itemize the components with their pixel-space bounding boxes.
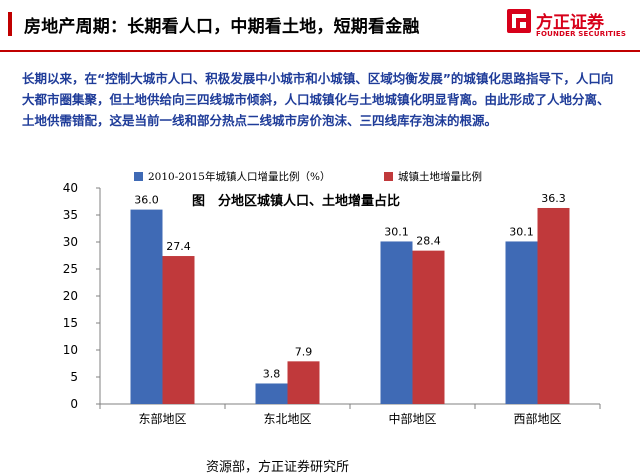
- bar-value-label: 36.3: [541, 192, 566, 205]
- bar-population: [380, 241, 413, 404]
- bar-value-label: 30.1: [384, 225, 409, 238]
- legend-swatch-population: [134, 171, 143, 181]
- bar-value-label: 7.9: [295, 345, 313, 358]
- x-category-label: 西部地区: [513, 411, 561, 426]
- y-tick-label: 30: [63, 235, 78, 249]
- bar-population: [130, 209, 163, 404]
- bar-value-label: 27.4: [166, 240, 191, 253]
- y-tick-label: 10: [63, 343, 78, 357]
- intro-paragraph: 长期以来，在“控制大城市人口、积极发展中小城市和小城镇、区域均衡发展”的城镇化思…: [22, 71, 614, 128]
- y-tick-label: 0: [70, 397, 78, 411]
- founder-securities-logo: 方正证券 FOUNDER SECURITIES: [506, 6, 636, 46]
- legend-label-population: 2010-2015年城镇人口增量比例（%）: [148, 170, 331, 183]
- bar-land: [537, 207, 570, 404]
- y-tick-label: 5: [70, 370, 78, 384]
- x-category-label: 东部地区: [138, 411, 186, 426]
- y-tick-label: 40: [63, 181, 78, 195]
- chart-title: 图 分地区城镇人口、土地增量占比: [192, 194, 401, 209]
- page-title: 房地产周期：长期看人口，中期看土地，短期看金融: [24, 17, 420, 37]
- legend-item-land: 城镇土地增量比例: [384, 168, 482, 184]
- bar-chart: 0 5 10 15 20 25 30 35 40 东部地区 36.0 27.4 东北地区 3.8 7.9 中部…: [0, 160, 640, 476]
- y-tick-label: 35: [63, 208, 78, 222]
- bar-land: [412, 250, 445, 404]
- header-divider: [0, 50, 640, 52]
- header-accent: [8, 12, 12, 36]
- logo-name: 方正证券: [536, 13, 604, 33]
- source-note: 资源部，方正证券研究所: [206, 460, 350, 475]
- bar-value-label: 3.8: [263, 367, 281, 380]
- x-category-label: 东北地区: [263, 412, 311, 426]
- legend-item-population: 2010-2015年城镇人口增量比例（%）: [134, 168, 330, 184]
- y-tick-label: 25: [63, 262, 78, 276]
- legend-label-land: 城镇土地增量比例: [398, 170, 482, 183]
- bar-land: [162, 256, 195, 404]
- bar-value-label: 30.1: [509, 225, 534, 238]
- chart-canvas: 0 5 10 15 20 25 30 35 40 东部地区 36.0 27.4 东北地区 3.8 7.9 中部…: [63, 181, 601, 426]
- y-tick-label: 15: [63, 316, 78, 330]
- legend-swatch-land: [384, 171, 393, 181]
- founder-logo-icon: [507, 9, 531, 33]
- header-bar: 房地产周期：长期看人口，中期看土地，短期看金融 方正证券 FOUNDER SEC…: [0, 0, 640, 46]
- bar-value-label: 36.0: [134, 194, 159, 207]
- y-tick-label: 20: [63, 289, 78, 303]
- bar-land: [287, 361, 320, 404]
- logo-subtitle: FOUNDER SECURITIES: [536, 30, 627, 38]
- x-category-label: 中部地区: [388, 411, 436, 426]
- bar-value-label: 28.4: [416, 235, 441, 248]
- bar-population: [255, 383, 288, 404]
- bar-population: [505, 241, 538, 404]
